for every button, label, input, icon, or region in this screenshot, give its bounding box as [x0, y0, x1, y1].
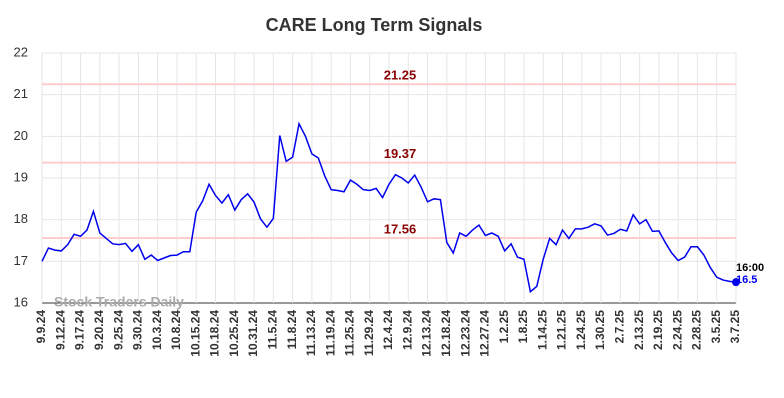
- x-tick-label: 1.2.25: [497, 310, 511, 344]
- y-tick-label: 18: [14, 211, 28, 226]
- x-tick-label: 2.28.25: [690, 310, 704, 350]
- y-tick-label: 19: [14, 169, 28, 184]
- x-tick-label: 11.8.24: [285, 310, 299, 350]
- watermark: Stock Traders Daily: [54, 294, 184, 310]
- x-tick-label: 9.20.24: [92, 310, 106, 350]
- y-tick-label: 17: [14, 253, 28, 268]
- x-tick-label: 2.24.25: [670, 310, 684, 350]
- signal-label: 21.25: [384, 68, 417, 83]
- x-tick-label: 2.19.25: [651, 310, 665, 350]
- x-tick-label: 12.18.24: [439, 310, 453, 357]
- y-tick-label: 21: [14, 86, 28, 101]
- y-tick-label: 20: [14, 128, 28, 143]
- last-value-label: 16.5: [736, 274, 757, 286]
- y-tick-label: 22: [14, 44, 28, 59]
- time-label: 16:00: [736, 262, 764, 274]
- x-tick-label: 11.13.24: [304, 310, 318, 356]
- x-tick-label: 1.14.25: [535, 310, 549, 350]
- price-line: [41, 121, 737, 294]
- x-tick-label: 10.31.24: [246, 310, 260, 357]
- x-tick-label: 9.9.24: [34, 310, 48, 344]
- x-tick-label: 9.17.24: [73, 310, 87, 350]
- x-tick-label: 9.25.24: [111, 310, 125, 350]
- x-tick-label: 10.3.24: [150, 310, 164, 350]
- x-tick-label: 1.8.25: [516, 310, 530, 344]
- y-tick-label: 16: [14, 294, 28, 309]
- x-tick-label: 3.7.25: [728, 310, 742, 344]
- x-tick-label: 12.9.24: [400, 310, 414, 350]
- x-tick-label: 11.19.24: [323, 310, 337, 356]
- x-tick-label: 12.4.24: [381, 310, 395, 350]
- x-tick-label: 11.29.24: [362, 310, 376, 356]
- x-tick-label: 1.21.25: [555, 310, 569, 350]
- x-tick-label: 10.8.24: [169, 310, 183, 350]
- x-tick-label: 12.27.24: [478, 310, 492, 357]
- signal-label: 19.37: [384, 146, 417, 161]
- last-point: [732, 278, 740, 287]
- x-tick-label: 11.25.24: [343, 310, 357, 356]
- x-tick-label: 2.7.25: [613, 310, 627, 344]
- x-tick-label: 3.5.25: [709, 310, 723, 344]
- x-tick-label: 9.30.24: [131, 310, 145, 350]
- x-tick-label: 12.23.24: [458, 310, 472, 357]
- x-tick-label: 12.13.24: [420, 310, 434, 357]
- x-tick-label: 1.24.25: [574, 310, 588, 350]
- x-tick-label: 10.18.24: [208, 310, 222, 357]
- x-tick-label: 2.13.25: [632, 310, 646, 350]
- chart-title: CARE Long Term Signals: [266, 15, 483, 35]
- x-tick-label: 9.12.24: [53, 310, 67, 350]
- x-tick-label: 11.5.24: [266, 310, 280, 350]
- signal-label: 17.56: [384, 221, 417, 236]
- x-tick-label: 1.30.25: [593, 310, 607, 350]
- x-tick-label: 10.25.24: [227, 310, 241, 357]
- x-tick-label: 10.15.24: [188, 310, 202, 357]
